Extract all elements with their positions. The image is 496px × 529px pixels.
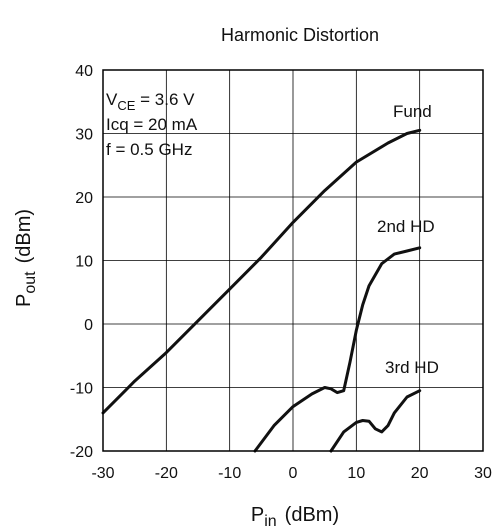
y-tick-label: -10 [70, 381, 93, 398]
x-tick-label: -10 [218, 465, 241, 482]
plot-grid [103, 70, 483, 451]
tick-labels: -30 -20 -10 0 10 20 30 -20 -10 0 10 20 30 40 [70, 63, 492, 482]
x-tick-label: 30 [474, 465, 492, 482]
y-axis-label: Pout(dBm) [13, 209, 39, 307]
x-tick-label: -20 [155, 465, 178, 482]
x-tick-label: 0 [289, 465, 298, 482]
x-tick-label: 20 [411, 465, 429, 482]
series-label-2nd-hd: 2nd HD [377, 217, 435, 236]
series-line-3rd-hd [329, 389, 422, 453]
series-line-2nd-hd [253, 246, 422, 453]
y-tick-label: 0 [84, 317, 93, 334]
series-line-fund [101, 128, 422, 415]
y-tick-label: 30 [75, 127, 93, 144]
series-label-fund: Fund [393, 102, 432, 121]
test-conditions: VCE = 3.6 V Icq = 20 mA f = 0.5 GHz [106, 90, 198, 159]
plot-frame [102, 69, 484, 452]
condition-vce: VCE = 3.6 V [106, 90, 195, 113]
y-tick-label: -20 [70, 444, 93, 461]
y-tick-label: 40 [75, 63, 93, 80]
x-tick-label: -30 [91, 465, 114, 482]
chart-title: Harmonic Distortion [221, 25, 379, 45]
condition-frequency: f = 0.5 GHz [106, 140, 192, 159]
series-layer [101, 128, 422, 453]
condition-icq: Icq = 20 mA [106, 115, 198, 134]
y-tick-label: 10 [75, 254, 93, 271]
series-label-3rd-hd: 3rd HD [385, 358, 439, 377]
y-tick-label: 20 [75, 190, 93, 207]
x-axis-label: Pin (dBm) [251, 504, 339, 529]
x-tick-label: 10 [347, 465, 365, 482]
